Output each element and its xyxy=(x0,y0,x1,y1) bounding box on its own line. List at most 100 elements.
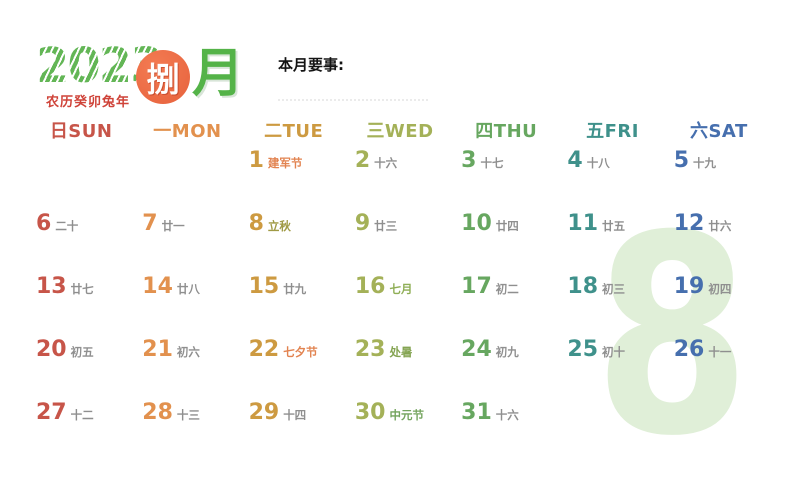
day-number: 25 xyxy=(567,337,599,362)
day-lunar-label: 十七 xyxy=(480,156,504,170)
day-cell-4: 4 十八 xyxy=(559,148,665,211)
day-number: 20 xyxy=(36,337,67,362)
day-lunar-label: 廿九 xyxy=(283,282,307,296)
day-lunar-label: 廿七 xyxy=(70,282,94,296)
weekday-header-2: 二TUE xyxy=(264,121,324,142)
day-lunar-label: 十一 xyxy=(708,345,732,359)
day-cell-20: 20 初五 xyxy=(28,337,134,400)
day-number: 28 xyxy=(142,400,173,425)
notes-underline xyxy=(278,99,428,101)
day-lunar-label: 十六 xyxy=(374,156,398,170)
day-lunar-label: 初十 xyxy=(602,345,626,359)
day-number: 2 xyxy=(354,148,371,173)
day-cell-3: 3 十七 xyxy=(453,148,559,211)
month-watermark-digit: 8 xyxy=(594,177,751,496)
day-lunar-label: 十六 xyxy=(495,408,519,422)
day-cell-19: 19 初四 xyxy=(666,274,772,337)
day-cell-15: 15 廿九 xyxy=(241,274,347,337)
notes-area: 本月要事: xyxy=(278,54,428,101)
day-lunar-label: 初四 xyxy=(708,282,732,296)
day-number: 23 xyxy=(354,337,386,362)
day-lunar-label: 十九 xyxy=(693,156,717,170)
day-cell-31: 31 十六 xyxy=(453,400,559,463)
day-number: 18 xyxy=(567,274,599,299)
day-number: 14 xyxy=(142,274,173,299)
day-cell-8: 8 立秋 xyxy=(241,211,347,274)
month-number-char: 捌 xyxy=(146,60,180,99)
day-lunar-label: 廿四 xyxy=(495,219,519,233)
weekday-header-1: 一MON xyxy=(153,121,222,142)
day-cell-28: 28 十三 xyxy=(134,400,240,463)
day-cell-13: 13 廿七 xyxy=(28,274,134,337)
day-number: 1 xyxy=(248,148,264,173)
day-lunar-label: 十二 xyxy=(70,408,94,422)
day-cell-30: 30 中元节 xyxy=(347,400,453,463)
day-cell-21: 21 初六 xyxy=(134,337,240,400)
calendar-page: 8 2023 农历癸卯兔年 捌 月 本月要事: 日SUN 一MON 二TUE 三WED… xyxy=(28,42,772,496)
day-lunar-label: 处暑 xyxy=(389,345,413,359)
day-lunar-label: 十三 xyxy=(176,408,200,422)
day-number: 15 xyxy=(248,274,280,299)
day-number: 13 xyxy=(36,274,67,299)
day-lunar-label: 初三 xyxy=(602,282,626,296)
day-cell-29: 29 十四 xyxy=(241,400,347,463)
day-number: 6 xyxy=(36,211,52,236)
lunar-year-label: 农历癸卯兔年 xyxy=(46,95,131,110)
month-word-label: 月 xyxy=(192,44,245,104)
day-cell-23: 23 处暑 xyxy=(347,337,453,400)
day-lunar-label: 十八 xyxy=(586,156,610,170)
day-lunar-label: 初六 xyxy=(176,345,200,359)
day-cell-16: 16 七月 xyxy=(347,274,453,337)
day-lunar-label: 初九 xyxy=(495,345,519,359)
day-cell-17: 17 初二 xyxy=(453,274,559,337)
weekday-header-4: 四THU xyxy=(475,121,538,142)
day-number: 10 xyxy=(461,211,492,236)
day-number: 12 xyxy=(673,211,705,236)
day-number: 16 xyxy=(354,274,386,299)
day-cell-7: 7 廿一 xyxy=(134,211,240,274)
day-number: 26 xyxy=(673,337,705,362)
day-cell-9: 9 廿三 xyxy=(347,211,453,274)
day-lunar-label: 廿五 xyxy=(602,219,626,233)
day-number: 22 xyxy=(248,337,280,362)
day-cell-5: 5 十九 xyxy=(666,148,772,211)
day-lunar-label: 七月 xyxy=(389,282,413,296)
day-cell-18: 18 初三 xyxy=(559,274,665,337)
day-number: 4 xyxy=(567,148,583,173)
day-lunar-label: 七夕节 xyxy=(283,345,318,359)
day-number: 30 xyxy=(354,400,386,425)
weekday-header-0: 日SUN xyxy=(49,121,113,142)
day-number: 24 xyxy=(461,337,492,362)
day-lunar-label: 二十 xyxy=(55,219,79,233)
weekday-header-3: 三WED xyxy=(366,121,434,142)
day-cell-6: 6 二十 xyxy=(28,211,134,274)
day-number: 19 xyxy=(673,274,705,299)
day-lunar-label: 初二 xyxy=(495,282,519,296)
day-cell-27: 27 十二 xyxy=(28,400,134,463)
day-cell-11: 11 廿五 xyxy=(559,211,665,274)
day-number: 9 xyxy=(354,211,371,236)
month-number-badge: 捌 xyxy=(136,50,190,104)
day-number: 27 xyxy=(36,400,67,425)
day-lunar-label: 建军节 xyxy=(267,156,303,170)
day-lunar-label: 初五 xyxy=(70,345,94,359)
day-lunar-label: 廿三 xyxy=(374,219,398,233)
day-number: 5 xyxy=(673,148,690,173)
day-number: 11 xyxy=(567,211,599,236)
day-number: 29 xyxy=(248,400,280,425)
day-cell-22: 22 七夕节 xyxy=(241,337,347,400)
day-number: 3 xyxy=(461,148,477,173)
day-number: 31 xyxy=(461,400,492,425)
day-lunar-label: 廿六 xyxy=(708,219,732,233)
day-number: 7 xyxy=(142,211,158,236)
day-lunar-label: 廿一 xyxy=(161,219,185,233)
day-cell-26: 26 十一 xyxy=(666,337,772,400)
day-lunar-label: 中元节 xyxy=(389,408,424,422)
day-lunar-label: 十四 xyxy=(283,408,307,422)
day-cell-25: 25 初十 xyxy=(559,337,665,400)
day-cell-14: 14 廿八 xyxy=(134,274,240,337)
calendar-grid: 日SUN 一MON 二TUE 三WED 四THU 五FRI 六SAT 1 建军节 2 十六 3 十七 4 十… xyxy=(28,112,772,463)
day-cell-2: 2 十六 xyxy=(347,148,453,211)
notes-label: 本月要事: xyxy=(278,56,344,74)
day-number: 8 xyxy=(248,211,264,236)
